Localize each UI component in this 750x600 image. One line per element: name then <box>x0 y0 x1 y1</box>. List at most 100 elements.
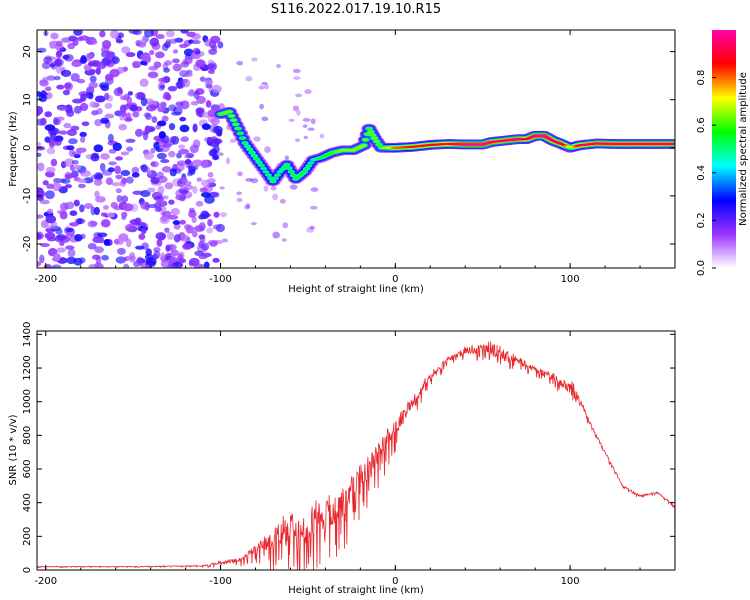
noise-blob <box>156 152 167 160</box>
noise-blob <box>95 67 101 75</box>
noise-blob <box>171 58 180 64</box>
noise-blob <box>60 178 71 184</box>
noise-blob <box>198 240 205 248</box>
noise-blob <box>172 220 181 225</box>
noise-blob <box>127 226 136 233</box>
noise-blob <box>144 125 151 135</box>
noise-blob <box>145 257 157 266</box>
noise-blob <box>169 168 177 177</box>
noise-blob <box>70 125 80 131</box>
noise-blob <box>51 182 62 192</box>
noise-blob <box>104 73 114 81</box>
noise-blob <box>86 39 93 45</box>
noise-blob <box>71 61 82 68</box>
spectrogram-x-label: Height of straight line (km) <box>288 284 424 295</box>
noise-blob <box>276 64 281 69</box>
noise-blob <box>117 32 124 39</box>
noise-blob <box>207 239 219 246</box>
noise-blob <box>110 201 118 209</box>
noise-blob <box>40 243 50 248</box>
colorbar: 0.0 0.2 0.4 0.6 0.8 Normalized spectral ampl… <box>696 30 749 276</box>
y-tick-label: -10 <box>22 188 33 204</box>
noise-blob <box>121 211 128 218</box>
noise-blob <box>134 245 145 250</box>
noise-blob <box>79 102 89 112</box>
noise-blob <box>288 118 295 123</box>
colorbar-tick-label: 0.0 <box>696 260 707 276</box>
noise-blob <box>250 222 257 226</box>
noise-blob <box>215 130 223 137</box>
noise-blob <box>89 75 97 83</box>
noise-blob <box>172 63 182 72</box>
ridge-mark <box>233 123 239 126</box>
noise-blob <box>69 210 78 216</box>
noise-blob <box>218 152 224 156</box>
noise-blob <box>179 116 187 122</box>
noise-blob <box>94 118 103 127</box>
noise-blob <box>80 170 92 177</box>
noise-blob <box>91 110 99 116</box>
noise-blob <box>264 146 271 153</box>
noise-blob <box>154 206 162 212</box>
noise-blob <box>199 76 206 82</box>
noise-blob <box>126 176 134 184</box>
noise-blob <box>212 257 220 263</box>
noise-blob <box>279 198 286 204</box>
noise-blob <box>101 254 109 261</box>
noise-blob <box>157 106 166 113</box>
noise-blob <box>210 104 220 111</box>
noise-blob <box>169 38 178 44</box>
noise-blob <box>79 204 85 213</box>
y-tick-label: 200 <box>22 527 33 546</box>
noise-blob <box>191 33 201 40</box>
spectrogram-noise <box>37 30 325 268</box>
noise-blob <box>114 165 121 175</box>
noise-blob <box>100 84 110 92</box>
ridge-mark <box>226 110 233 113</box>
noise-blob <box>135 39 141 47</box>
noise-blob <box>112 142 122 152</box>
noise-blob <box>132 111 140 118</box>
noise-blob <box>205 100 212 108</box>
noise-blob <box>200 210 210 220</box>
colorbar-tick-label: 0.8 <box>696 70 707 86</box>
noise-blob <box>140 200 148 210</box>
ridge-mark <box>249 151 255 154</box>
noise-blob <box>79 257 86 264</box>
noise-blob <box>203 261 210 268</box>
y-tick-label: 20 <box>22 45 33 58</box>
noise-blob <box>115 156 123 161</box>
noise-blob <box>165 252 172 259</box>
noise-blob <box>158 131 166 139</box>
snr-line <box>37 341 675 570</box>
noise-blob <box>309 225 315 230</box>
ridge-mark <box>253 157 260 161</box>
noise-blob <box>212 138 223 145</box>
noise-blob <box>95 256 102 266</box>
noise-blob <box>147 187 156 193</box>
ridge-mark <box>279 168 286 171</box>
noise-blob <box>229 138 237 144</box>
noise-blob <box>209 191 220 198</box>
ridge-mark <box>256 161 262 164</box>
noise-blob <box>62 89 71 96</box>
noise-blob <box>70 73 80 82</box>
noise-blob <box>207 171 214 178</box>
noise-blob <box>188 207 195 213</box>
noise-blob <box>124 117 133 122</box>
noise-blob <box>225 157 231 165</box>
noise-blob <box>100 212 108 217</box>
noise-blob <box>43 263 52 268</box>
noise-blob <box>37 106 44 115</box>
noise-blob <box>80 136 86 143</box>
noise-blob <box>164 182 174 190</box>
ridge-mark <box>361 144 367 147</box>
noise-blob <box>127 91 134 96</box>
noise-blob <box>79 56 88 65</box>
noise-blob <box>185 152 195 158</box>
noise-blob <box>182 72 193 78</box>
noise-blob <box>87 53 94 60</box>
snr-line-group <box>37 341 675 570</box>
noise-blob <box>107 133 114 143</box>
